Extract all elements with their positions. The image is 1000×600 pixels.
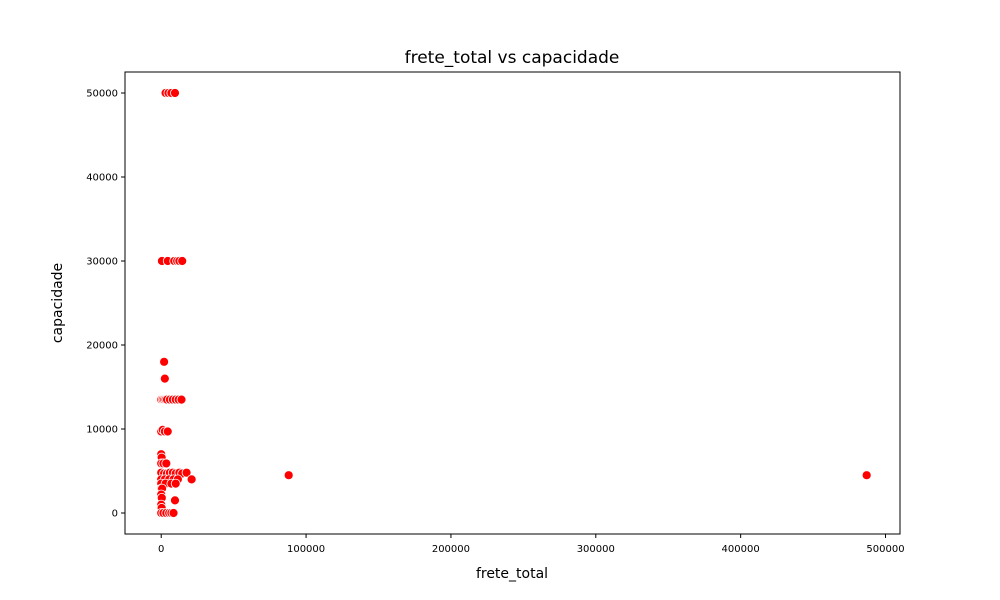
x-tick-label: 200000 [432, 544, 470, 555]
y-axis-title: capacidade [50, 263, 66, 343]
data-point [861, 470, 872, 481]
data-point [186, 474, 197, 485]
x-tick-label: 0 [158, 544, 164, 555]
x-tick-label: 400000 [722, 544, 760, 555]
y-axis: 0 10000 20000 30000 40000 50000 [86, 89, 125, 520]
data-point [162, 426, 173, 437]
data-point [181, 467, 192, 478]
y-tick-label: 30000 [86, 257, 118, 268]
data-point [170, 88, 180, 98]
chart-title: frete_total vs capacidade [405, 48, 620, 68]
data-point [161, 458, 172, 469]
data-point [176, 394, 187, 405]
y-tick-label: 0 [112, 509, 118, 520]
x-tick-label: 100000 [287, 544, 325, 555]
y-tick-label: 10000 [86, 425, 118, 436]
y-tick-label: 50000 [86, 89, 118, 100]
x-axis: 0 100000 200000 300000 400000 500000 [158, 534, 905, 555]
points-layer [156, 88, 872, 518]
x-tick-label: 500000 [866, 544, 904, 555]
y-tick-label: 20000 [86, 341, 118, 352]
data-point [168, 508, 179, 518]
x-tick-label: 300000 [577, 544, 615, 555]
data-point [159, 356, 170, 367]
data-point [177, 256, 188, 266]
x-axis-title: frete_total [476, 566, 548, 582]
data-point [170, 478, 181, 489]
plot-area-frame [124, 71, 901, 535]
y-tick-label: 40000 [86, 173, 118, 184]
data-point [159, 373, 170, 384]
data-point [283, 470, 294, 481]
data-point [170, 495, 180, 506]
